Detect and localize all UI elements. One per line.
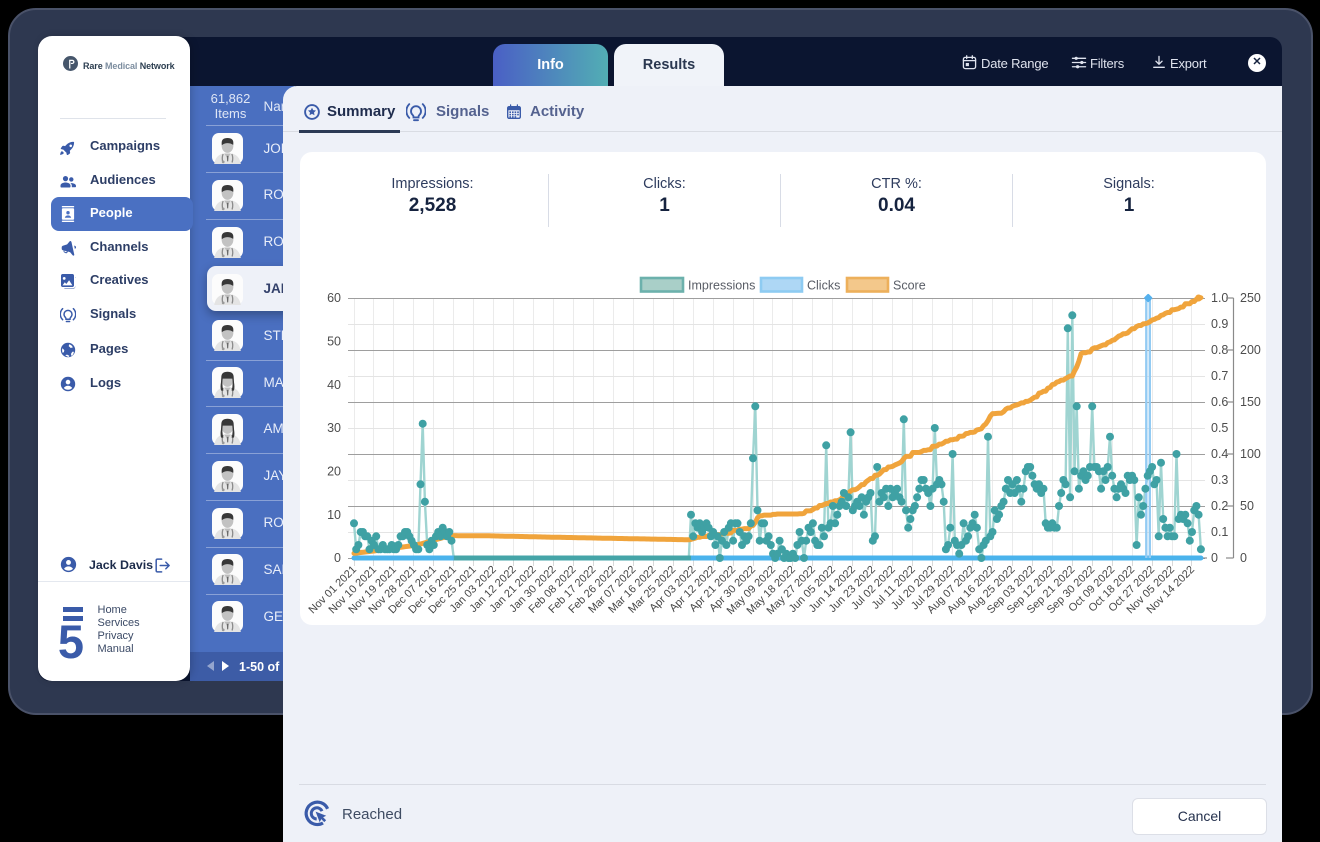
svg-text:0.8: 0.8 xyxy=(1211,343,1228,357)
svg-text:Impressions: Impressions xyxy=(688,279,755,293)
svg-text:20: 20 xyxy=(327,465,341,479)
svg-text:100: 100 xyxy=(1240,447,1261,461)
svg-text:Score: Score xyxy=(893,279,926,293)
svg-text:Clicks: Clicks xyxy=(807,279,840,293)
svg-text:60: 60 xyxy=(327,291,341,305)
svg-text:150: 150 xyxy=(1240,395,1261,409)
svg-text:0: 0 xyxy=(334,551,341,565)
svg-text:0: 0 xyxy=(1211,551,1218,565)
svg-text:0.6: 0.6 xyxy=(1211,395,1228,409)
svg-text:0.4: 0.4 xyxy=(1211,447,1228,461)
svg-text:1.0: 1.0 xyxy=(1211,291,1228,305)
svg-text:0.2: 0.2 xyxy=(1211,499,1228,513)
svg-text:200: 200 xyxy=(1240,343,1261,357)
svg-text:250: 250 xyxy=(1240,291,1261,305)
svg-text:30: 30 xyxy=(327,421,341,435)
svg-text:0.9: 0.9 xyxy=(1211,317,1228,331)
svg-text:0.1: 0.1 xyxy=(1211,525,1228,539)
svg-text:0.7: 0.7 xyxy=(1211,369,1228,383)
svg-text:50: 50 xyxy=(327,335,341,349)
svg-text:40: 40 xyxy=(327,378,341,392)
svg-text:10: 10 xyxy=(327,508,341,522)
svg-text:0.3: 0.3 xyxy=(1211,473,1228,487)
svg-text:50: 50 xyxy=(1240,499,1254,513)
svg-text:0.5: 0.5 xyxy=(1211,421,1228,435)
svg-text:0: 0 xyxy=(1240,551,1247,565)
